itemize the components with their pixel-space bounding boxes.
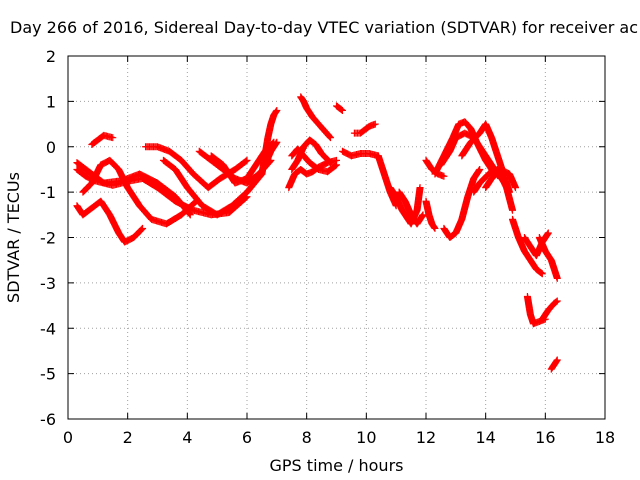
data-point — [537, 269, 545, 277]
data-point — [243, 156, 251, 164]
y-tick-label: -2 — [40, 229, 56, 248]
series-arc-11 — [261, 138, 281, 169]
series-arc-17 — [338, 147, 382, 160]
series-arc-05 — [79, 156, 200, 228]
x-tick-label: 0 — [63, 428, 73, 447]
data-point — [553, 297, 561, 305]
data-point — [186, 210, 194, 218]
data-point — [371, 120, 379, 128]
x-tick-label: 14 — [475, 428, 495, 447]
data-point — [332, 162, 340, 170]
series-arc-35 — [547, 356, 561, 373]
x-axis-label: GPS time / hours — [270, 456, 404, 475]
data-point — [538, 270, 546, 278]
data-point — [138, 225, 146, 233]
series-arc-18 — [350, 120, 379, 137]
y-tick-label: -5 — [40, 365, 56, 384]
y-tick-label: 1 — [46, 92, 56, 111]
x-tick-label: 4 — [182, 428, 192, 447]
series-arc-23 — [422, 197, 439, 232]
data-point — [338, 106, 346, 114]
data-point — [139, 224, 147, 232]
series-arc-26 — [440, 165, 484, 241]
x-tick-label: 12 — [416, 428, 436, 447]
data-point — [137, 226, 145, 234]
x-tick-label: 18 — [595, 428, 615, 447]
data-point — [109, 134, 117, 142]
data-point — [186, 211, 194, 219]
y-tick-label: 2 — [46, 47, 56, 66]
data-point — [242, 157, 250, 165]
series-arc-12 — [285, 156, 340, 192]
data-points — [73, 93, 561, 373]
data-point — [337, 105, 345, 113]
series-arc-14 — [288, 136, 335, 173]
series-arc-34 — [535, 234, 561, 282]
x-tick-label: 6 — [242, 428, 252, 447]
grid — [68, 56, 605, 419]
data-point — [537, 269, 545, 277]
data-point — [440, 172, 448, 180]
data-point — [325, 132, 333, 140]
series-arc-06 — [142, 143, 251, 192]
series-arc-02 — [73, 197, 147, 246]
data-point — [552, 298, 560, 306]
data-point — [512, 184, 519, 192]
y-tick-label: 0 — [46, 138, 56, 157]
data-point — [544, 229, 552, 237]
data-point — [325, 157, 333, 165]
y-tick-label: -3 — [40, 274, 56, 293]
series-arc-03 — [88, 131, 117, 148]
data-point — [419, 211, 427, 219]
data-point — [327, 159, 335, 167]
data-point — [333, 161, 340, 169]
data-point — [273, 106, 281, 114]
y-tick-label: -6 — [40, 410, 56, 429]
series-arc-15 — [297, 93, 335, 142]
data-point — [273, 138, 281, 146]
data-point — [416, 184, 424, 192]
data-point — [431, 224, 439, 232]
x-tick-label: 10 — [356, 428, 376, 447]
data-point — [326, 158, 334, 166]
series-arc-16 — [333, 102, 346, 114]
y-tick-label: -4 — [40, 319, 56, 338]
x-tick-label: 16 — [535, 428, 555, 447]
data-point — [326, 133, 334, 141]
data-point — [327, 134, 335, 142]
data-point — [509, 206, 517, 214]
y-axis-label: SDTVAR / TECUs — [4, 172, 23, 303]
series-arc-13 — [288, 145, 340, 176]
data-point — [553, 356, 561, 364]
x-tick-label: 2 — [123, 428, 133, 447]
data-point — [476, 165, 484, 173]
series-arc-21 — [395, 188, 427, 228]
chart-title: Day 266 of 2016, Sidereal Day-to-day VTE… — [10, 18, 638, 37]
x-tick-label: 8 — [302, 428, 312, 447]
data-point — [338, 106, 346, 114]
data-point — [553, 274, 561, 282]
y-tick-label: -1 — [40, 183, 56, 202]
series-arc-33 — [538, 297, 561, 323]
series-arc-29 — [482, 165, 519, 192]
series-arc-30 — [509, 215, 546, 278]
